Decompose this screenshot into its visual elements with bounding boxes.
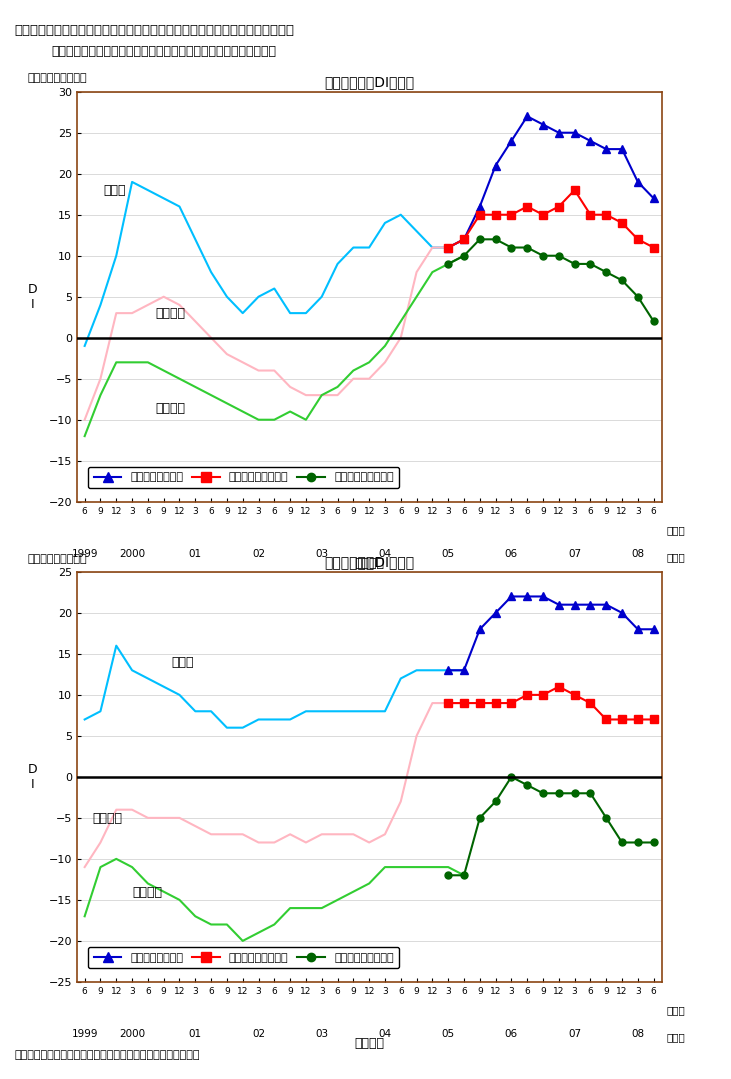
Text: 04: 04 [379,1029,392,1039]
Text: 1999: 1999 [72,549,98,559]
Text: 03: 03 [315,1029,328,1039]
Text: （年）: （年） [666,1033,685,1042]
Text: 04: 04 [379,549,392,559]
Text: （月）: （月） [666,1006,685,1015]
Text: 第１－４－３図　企業からみた金融機関の貸出態度及び企業の資金繰りの状況: 第１－４－３図 企業からみた金融機関の貸出態度及び企業の資金繰りの状況 [15,24,295,37]
Text: 06: 06 [505,1029,518,1039]
Text: 1999: 1999 [72,1029,98,1039]
Text: 07: 07 [568,1029,581,1039]
Text: 2000: 2000 [119,1029,145,1039]
Text: 調査時点: 調査時点 [354,557,385,570]
Text: （備考）日本銀行「全国企業短期経済観測調査」により作成。: （備考）日本銀行「全国企業短期経済観測調査」により作成。 [15,1050,200,1060]
Legend: 大企業（新基準）, 中堅企業（新基準）, 中小企業（新基準）: 大企業（新基準）, 中堅企業（新基準）, 中小企業（新基準） [88,947,399,968]
Title: 貸出態度判断DIの推移: 貸出態度判断DIの推移 [324,76,414,90]
Text: 中堅企業: 中堅企業 [156,308,186,320]
Text: 2000: 2000 [119,549,145,559]
Title: 資金繰り判断DIの推移: 資金繰り判断DIの推移 [324,556,414,570]
Text: 02: 02 [252,1029,265,1039]
Text: 03: 03 [315,549,328,559]
Text: （「楽」－「苦」）: （「楽」－「苦」） [27,554,87,563]
Text: 中小企業: 中小企業 [132,886,162,899]
Text: 07: 07 [568,549,581,559]
Text: 大企業: 大企業 [104,185,126,197]
Text: 大企業: 大企業 [172,656,194,669]
Text: 06: 06 [505,549,518,559]
Text: D
I: D I [28,283,38,311]
Text: 05: 05 [442,549,455,559]
Text: 01: 01 [189,549,202,559]
Text: 02: 02 [252,549,265,559]
Text: 資金繰り判断、金融機関の貸出態度は、このところ弱含んでいる: 資金繰り判断、金融機関の貸出態度は、このところ弱含んでいる [51,45,276,58]
Legend: 大企業（新基準）, 中堅企業（新基準）, 中小企業（新基準）: 大企業（新基準）, 中堅企業（新基準）, 中小企業（新基準） [88,467,399,488]
Text: 中小企業: 中小企業 [156,401,186,414]
Text: 調査時点: 調査時点 [354,1037,385,1050]
Text: 08: 08 [632,549,645,559]
Text: 08: 08 [632,1029,645,1039]
Text: D
I: D I [28,763,38,791]
Text: （「緩」－「厳」）: （「緩」－「厳」） [27,73,87,83]
Text: 中堅企業: 中堅企業 [93,812,123,825]
Text: （年）: （年） [666,552,685,562]
Text: 01: 01 [189,1029,202,1039]
Text: （月）: （月） [666,525,685,535]
Text: 05: 05 [442,1029,455,1039]
